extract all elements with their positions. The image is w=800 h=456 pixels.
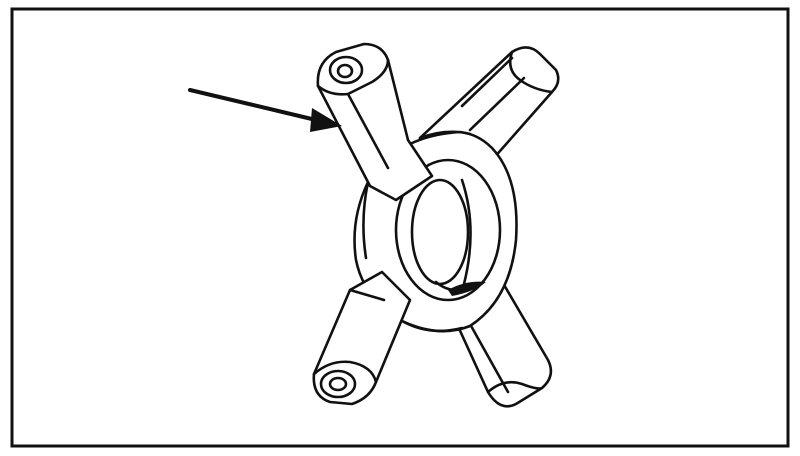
pointer-arrow (188, 88, 342, 132)
figure-border (10, 7, 790, 448)
center-bore (394, 158, 502, 302)
bore-shadow (448, 281, 486, 296)
arm-end-hole-lower (319, 369, 357, 399)
arm-end-hole-upper (328, 55, 364, 85)
